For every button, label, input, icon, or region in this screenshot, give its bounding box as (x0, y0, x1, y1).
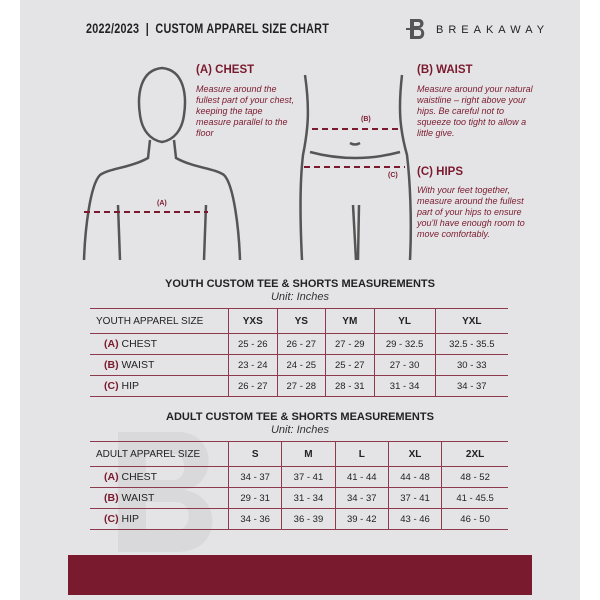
size-col: YXS (228, 308, 278, 334)
cell: 37 - 41 (281, 466, 336, 488)
cell: 29 - 31 (227, 487, 282, 509)
waist-marker: (B) (361, 116, 371, 123)
table-row: (A) CHEST 25 - 26 26 - 27 27 - 29 29 - 32.5… (90, 333, 508, 355)
size-col: YM (325, 308, 375, 334)
row-label: (A) CHEST (90, 333, 229, 355)
cell: 25 - 27 (325, 354, 375, 376)
size-col: L (334, 441, 389, 467)
hips-instructions: With your feet together, measure around … (417, 185, 525, 239)
table-row: (B) WAIST 23 - 24 24 - 25 25 - 27 27 - 30 30… (90, 354, 508, 376)
cell: 41 - 45.5 (441, 487, 508, 509)
youth-size-table: YOUTH APPAREL SIZE YXS YS YM YL YXL (A) … (90, 308, 508, 397)
cell: 32.5 - 35.5 (434, 333, 508, 355)
row-label: (C) HIP (90, 375, 229, 397)
cell: 46 - 50 (441, 508, 508, 530)
table-row: (B) WAIST 29 - 31 31 - 34 34 - 37 37 - 41 41… (90, 487, 508, 509)
cell: 26 - 27 (276, 333, 326, 355)
row-label: (B) WAIST (90, 354, 229, 376)
cell: 28 - 31 (325, 375, 375, 397)
brand-name: BREAKAWAY (436, 24, 550, 36)
table-row: (C) HIP 26 - 27 27 - 28 28 - 31 31 - 34 34 -… (90, 375, 508, 397)
row-header: YOUTH APPAREL SIZE (90, 308, 229, 334)
cell: 41 - 44 (334, 466, 389, 488)
cell: 34 - 37 (227, 466, 282, 488)
cell: 37 - 41 (387, 487, 442, 509)
youth-table-unit: Unit: Inches (270, 291, 330, 303)
waist-instructions: Measure around your natural waistline – … (417, 84, 533, 138)
table-header-row: YOUTH APPAREL SIZE YXS YS YM YL YXL (90, 308, 508, 334)
cell: 27 - 29 (325, 333, 375, 355)
cell: 27 - 28 (276, 375, 326, 397)
cell: 31 - 34 (281, 487, 336, 509)
size-col: YS (276, 308, 326, 334)
size-col: YXL (434, 308, 508, 334)
size-col: 2XL (441, 441, 508, 467)
row-label: (B) WAIST (90, 487, 229, 509)
cell: 44 - 48 (387, 466, 442, 488)
hips-marker: (C) (388, 172, 398, 179)
adult-size-table: ADULT APPAREL SIZE S M L XL 2XL (A) CHES… (90, 441, 508, 530)
size-col: XL (387, 441, 442, 467)
table-row: (C) HIP 34 - 36 36 - 39 39 - 42 43 - 46 46 -… (90, 508, 508, 530)
table-row: (A) CHEST 34 - 37 37 - 41 41 - 44 44 - 48 48… (90, 466, 508, 488)
lower-body-figure (299, 74, 413, 261)
table-header-row: ADULT APPAREL SIZE S M L XL 2XL (90, 441, 508, 467)
size-col: YL (373, 308, 436, 334)
page-title: 2022/2023 | CUSTOM APPAREL SIZE CHART (86, 21, 330, 36)
cell: 30 - 33 (434, 354, 508, 376)
cell: 29 - 32.5 (373, 333, 436, 355)
cell: 39 - 42 (334, 508, 389, 530)
adult-table-unit: Unit: Inches (270, 424, 330, 436)
cell: 25 - 26 (228, 333, 278, 355)
adult-table-title: ADULT CUSTOM TEE & SHORTS MEASUREMENTS (166, 411, 434, 423)
cell: 26 - 27 (228, 375, 278, 397)
chest-heading: (A) CHEST (196, 64, 255, 76)
brand-logo (406, 19, 425, 39)
cell: 34 - 37 (434, 375, 508, 397)
cell: 48 - 52 (441, 466, 508, 488)
size-col: M (281, 441, 336, 467)
cell: 31 - 34 (373, 375, 436, 397)
body-figures-illustration (82, 66, 413, 261)
chest-instructions: Measure around the fullest part of your … (196, 84, 295, 138)
footer-bar (68, 555, 532, 595)
cell: 34 - 37 (334, 487, 389, 509)
cell: 36 - 39 (281, 508, 336, 530)
youth-table-title: YOUTH CUSTOM TEE & SHORTS MEASUREMENTS (165, 278, 435, 290)
row-header: ADULT APPAREL SIZE (90, 441, 229, 467)
row-label: (C) HIP (90, 508, 229, 530)
row-label: (A) CHEST (90, 466, 229, 488)
chest-marker: (A) (157, 200, 167, 207)
upper-body-figure (82, 66, 242, 261)
cell: 23 - 24 (228, 354, 278, 376)
cell: 43 - 46 (387, 508, 442, 530)
cell: 34 - 36 (227, 508, 282, 530)
size-col: S (227, 441, 282, 467)
hips-heading: (C) HIPS (417, 166, 463, 178)
waist-heading: (B) WAIST (417, 64, 473, 76)
cell: 24 - 25 (276, 354, 326, 376)
cell: 27 - 30 (373, 354, 436, 376)
